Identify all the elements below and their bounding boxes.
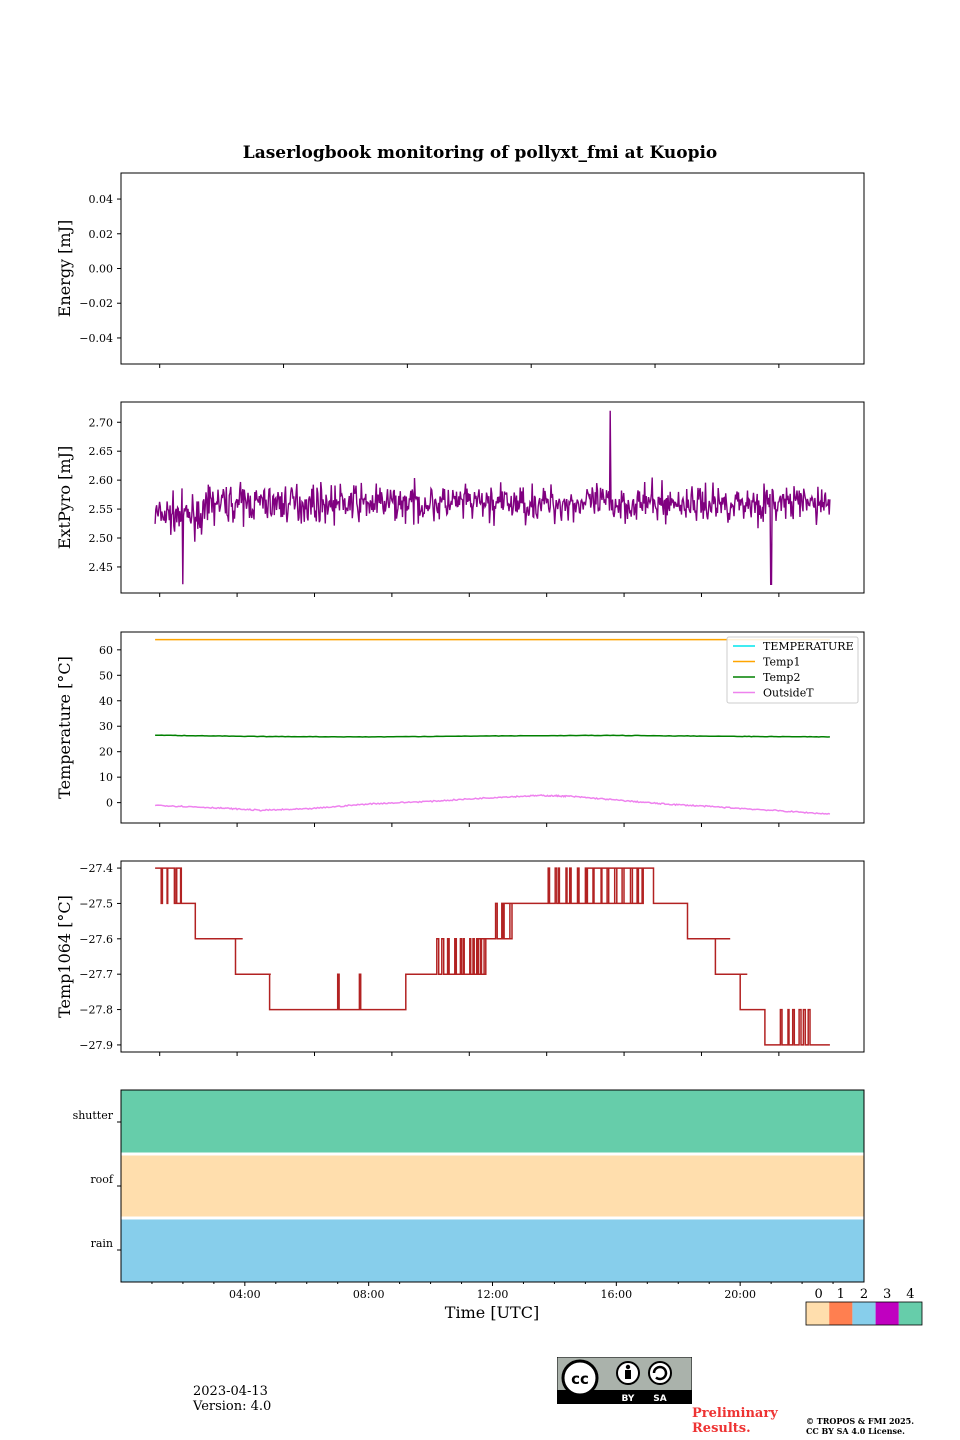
copyright-note: © TROPOS & FMI 2025. CC BY SA 4.0 Licens… (806, 1416, 914, 1436)
colorbar-label-3: 3 (883, 1287, 891, 1302)
badge-by-text: BY (622, 1394, 635, 1404)
data-layer (155, 867, 830, 1046)
x-tick-label: 04:00 (229, 1288, 261, 1301)
y-tick-label: −27.6 (79, 933, 113, 946)
legend-label-outsidet: OutsideT (763, 687, 814, 700)
copyright-line-1: © TROPOS & FMI 2025. (806, 1416, 915, 1426)
x-tick-label: 16:00 (600, 1288, 632, 1301)
y-tick-label: 2.60 (89, 474, 114, 487)
badge-sa-text: SA (653, 1394, 666, 1404)
panel-2: 2.70 2.65 2.60 2.55 2.50 2.45 ExtPyro [mJ] (55, 401, 865, 597)
y-tick-label: 2.50 (89, 532, 114, 545)
y-tick-label: 2.65 (89, 445, 114, 458)
y-tick-label: −27.5 (79, 897, 113, 910)
panel-4: −27.4 −27.5 −27.6 −27.7 −27.8 −27.9 Temp1064 [… (55, 860, 865, 1056)
status-row-roof (121, 1155, 864, 1217)
y-tick-label: 2.70 (89, 416, 114, 429)
colorbar-frame (805, 1301, 923, 1326)
colorbar-label-1: 1 (837, 1287, 845, 1302)
y-tick-label: −27.4 (79, 862, 113, 875)
y-axis-label: Temperature [°C] (55, 656, 74, 799)
series-temp1064 (155, 867, 830, 1046)
colorbar-swatch-4 (898, 1302, 922, 1325)
legend-box (726, 636, 859, 704)
series-extpyro (154, 410, 831, 585)
colorbar-swatch-2 (852, 1302, 876, 1325)
legend-label-temperature: TEMPERATURE (763, 640, 854, 653)
colorbar-swatch-3 (875, 1302, 899, 1325)
colorbar-swatch-0 (806, 1302, 830, 1325)
legend-label-temp2: Temp2 (763, 671, 800, 684)
footer-date: 2023-04-13 (193, 1384, 268, 1399)
panel-5: shutter roof rain 04:00 08:00 12:00 16:00 20:00… (73, 1089, 923, 1326)
legend-label-temp1: Temp1 (763, 656, 800, 669)
legend: TEMPERATURE Temp1 Temp2 OutsideT (726, 636, 859, 704)
x-tick-label: 20:00 (724, 1288, 756, 1301)
x-tick-label: 08:00 (353, 1288, 385, 1301)
y-tick-label: 0.02 (89, 228, 114, 241)
y-axis-label: Temp1064 [°C] (55, 895, 74, 1018)
y-tick-label: 0.00 (89, 263, 114, 276)
cc-license-badge: cc BY SA (557, 1357, 692, 1404)
y-tick-label: 2.55 (89, 503, 114, 516)
preliminary-line-2: Results. (692, 1421, 751, 1436)
y-tick-label: 30 (99, 720, 113, 733)
row-label-rain: rain (91, 1237, 113, 1250)
y-tick-label: 20 (99, 746, 113, 759)
status-row-rain (121, 1219, 864, 1282)
y-axis-label: ExtPyro [mJ] (55, 446, 74, 549)
y-axis-label: Energy [mJ] (55, 220, 74, 318)
y-tick-label: −0.02 (79, 297, 113, 310)
y-tick-label: 0 (106, 797, 113, 810)
y-tick-label: 10 (99, 771, 113, 784)
colorbar-swatch-1 (829, 1302, 853, 1325)
copyright-line-2: CC BY SA 4.0 License. (806, 1426, 905, 1436)
y-tick-label: −27.9 (79, 1039, 113, 1052)
y-tick-label: 60 (99, 644, 113, 657)
plot-area: 0.04 0.02 0.00 −0.02 −0.04 Energy [mJ] 2.70 2.6… (55, 172, 923, 1326)
y-tick-label: 0.04 (89, 193, 114, 206)
panel-frame (120, 860, 865, 1053)
data-layer (154, 638, 831, 815)
series-outsidet (154, 794, 831, 815)
panel-frame (120, 172, 865, 365)
panel-1: 0.04 0.02 0.00 −0.02 −0.04 Energy [mJ] (55, 172, 865, 368)
colorbar-label-2: 2 (860, 1287, 868, 1302)
status-row-shutter (121, 1090, 864, 1153)
y-tick-label: 40 (99, 695, 113, 708)
svg-text:cc: cc (571, 1370, 589, 1388)
preliminary-line-1: Preliminary (692, 1406, 778, 1421)
x-tick-label: 12:00 (477, 1288, 509, 1301)
y-tick-label: −27.7 (79, 968, 113, 981)
data-layer (154, 410, 831, 585)
x-axis-label: Time [UTC] (445, 1303, 539, 1322)
row-label-roof: roof (90, 1173, 114, 1186)
y-tick-label: −27.8 (79, 1004, 113, 1017)
panel-3: 60 50 40 30 20 10 0 Temperature [°C] TEMPERATURE… (55, 631, 865, 827)
colorbar-label-0: 0 (814, 1287, 822, 1302)
footer-version: Version: 4.0 (193, 1399, 272, 1414)
y-tick-label: 2.45 (89, 561, 114, 574)
preliminary-results-note: Preliminary Results. (692, 1406, 778, 1436)
row-label-shutter: shutter (73, 1109, 114, 1122)
series-temp2 (155, 734, 830, 738)
y-tick-label: 50 (99, 669, 113, 682)
chart-title: Laserlogbook monitoring of pollyxt_fmi a… (243, 143, 718, 163)
colorbar-label-4: 4 (906, 1287, 914, 1302)
y-tick-label: −0.04 (79, 332, 113, 345)
